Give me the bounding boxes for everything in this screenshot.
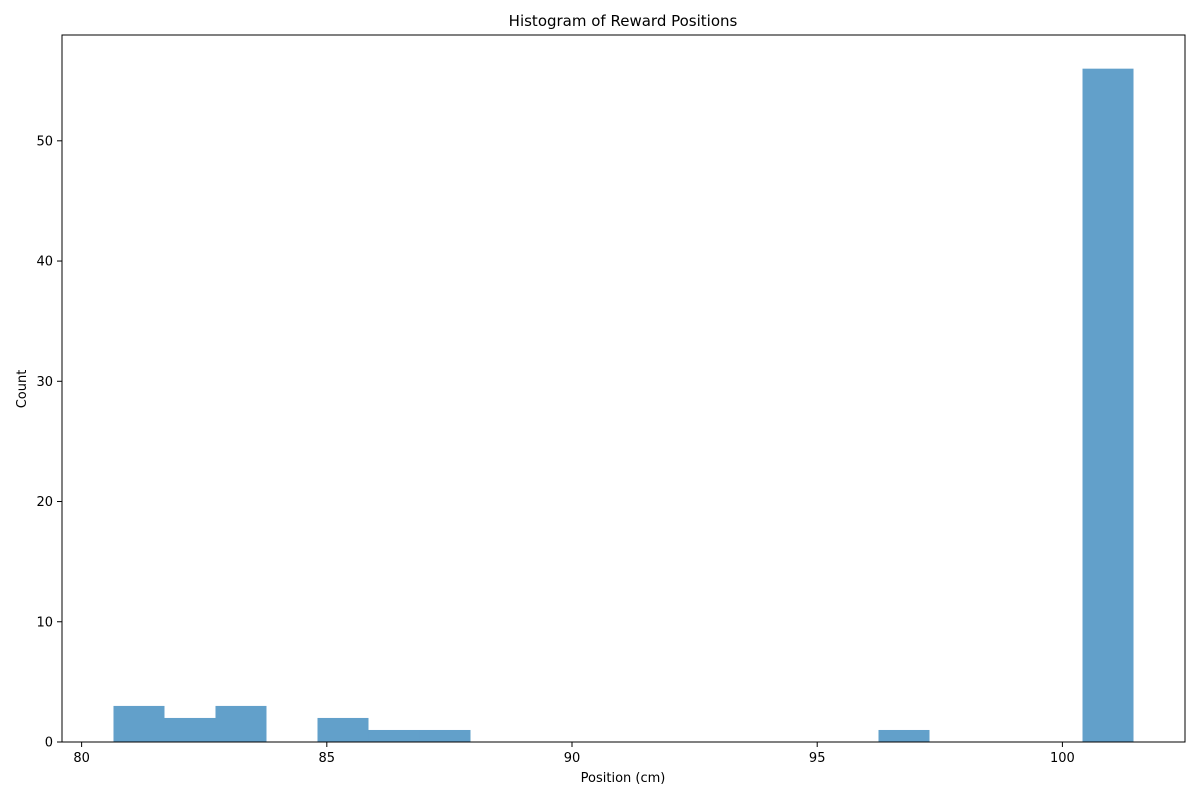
histogram-bar <box>317 717 369 742</box>
x-tick-label: 95 <box>809 751 826 766</box>
y-tick-label: 50 <box>36 134 53 149</box>
x-tick-label: 100 <box>1050 751 1075 766</box>
histogram-bar <box>1082 68 1134 742</box>
y-tick-label: 30 <box>36 375 53 390</box>
y-tick-label: 20 <box>36 495 53 510</box>
y-axis-label: Count <box>15 370 30 409</box>
histogram-bar <box>215 705 267 742</box>
histogram-bar <box>878 729 930 742</box>
x-tick-label: 80 <box>73 751 90 766</box>
histogram-bar <box>419 729 471 742</box>
x-axis-ticks: 80 85 90 95 100 <box>73 742 1075 766</box>
x-tick-label: 90 <box>564 751 581 766</box>
plot-frame <box>61 34 1186 743</box>
histogram-bar <box>368 729 420 742</box>
x-tick-label: 85 <box>319 751 336 766</box>
x-axis-label: Position (cm) <box>581 771 666 786</box>
y-tick-label: 10 <box>36 615 53 630</box>
histogram-bar <box>113 705 165 742</box>
y-tick-label: 0 <box>45 736 53 751</box>
chart-title: Histogram of Reward Positions <box>509 12 738 30</box>
histogram-bar <box>164 717 216 742</box>
y-axis-ticks: 0 10 20 30 40 50 <box>36 134 62 751</box>
y-tick-label: 40 <box>36 255 53 270</box>
bars-group <box>113 68 1134 742</box>
